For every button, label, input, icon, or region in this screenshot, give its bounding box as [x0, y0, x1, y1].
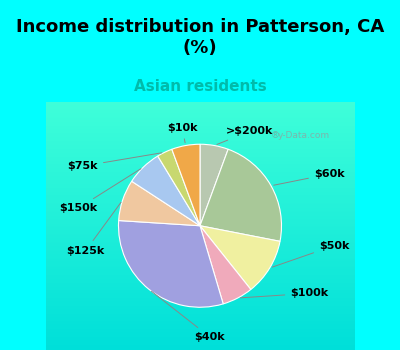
Text: $40k: $40k [151, 291, 225, 342]
Wedge shape [119, 181, 200, 226]
Text: >$200k: >$200k [217, 126, 273, 145]
Wedge shape [200, 144, 228, 226]
Wedge shape [200, 226, 251, 304]
Text: $60k: $60k [274, 169, 344, 185]
Text: Income distribution in Patterson, CA
(%): Income distribution in Patterson, CA (%) [16, 18, 384, 57]
Text: Asian residents: Asian residents [134, 79, 266, 94]
Wedge shape [172, 144, 200, 226]
Text: $125k: $125k [66, 202, 121, 256]
Text: $75k: $75k [68, 153, 162, 171]
Text: $150k: $150k [60, 169, 141, 213]
Text: $10k: $10k [167, 123, 197, 143]
Text: ®: ® [271, 131, 280, 140]
Wedge shape [200, 226, 280, 289]
Text: $50k: $50k [272, 241, 349, 267]
Wedge shape [132, 156, 200, 226]
Text: y-Data.com: y-Data.com [277, 131, 330, 140]
Wedge shape [200, 149, 282, 242]
Text: $100k: $100k [240, 288, 328, 298]
Wedge shape [118, 220, 223, 307]
Wedge shape [158, 149, 200, 226]
